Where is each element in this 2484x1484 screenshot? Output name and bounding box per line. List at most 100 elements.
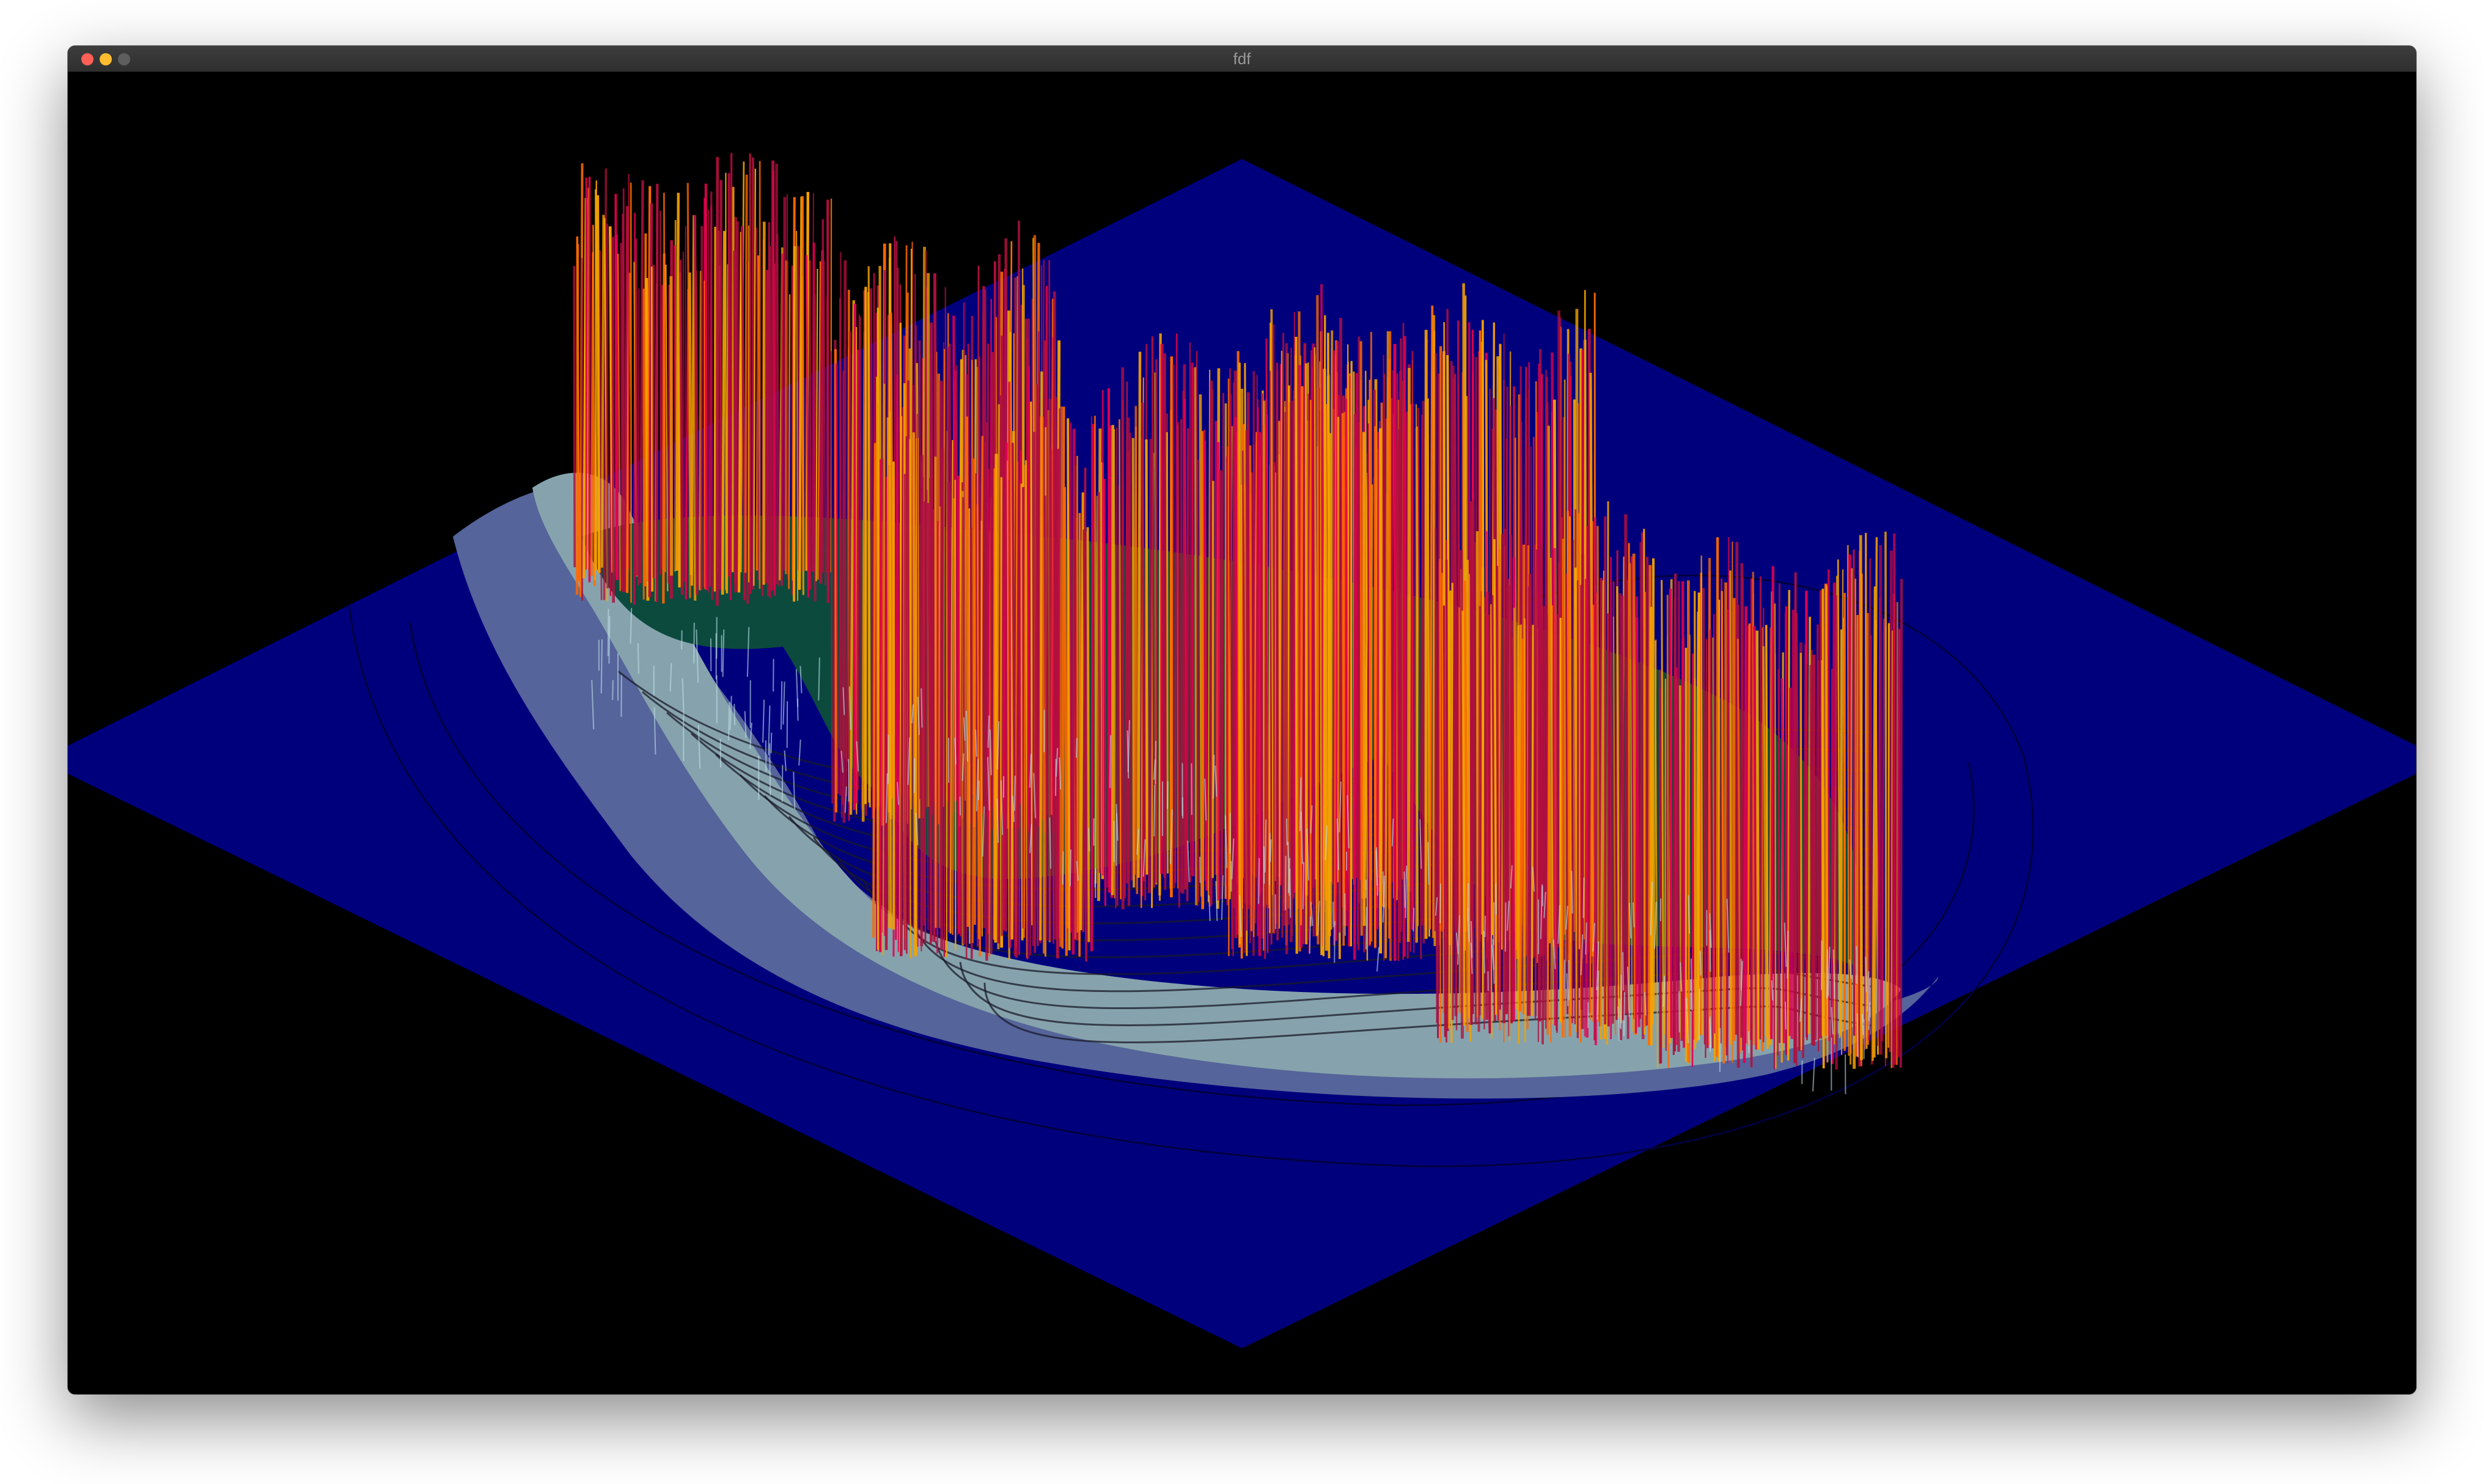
elevation-line bbox=[713, 227, 718, 592]
elevation-line bbox=[916, 414, 919, 947]
elevation-line bbox=[776, 234, 781, 587]
elevation-line bbox=[848, 331, 851, 821]
elevation-line bbox=[1334, 340, 1337, 926]
wire-fringe bbox=[1413, 908, 1415, 931]
wire-fringe bbox=[1029, 824, 1032, 853]
elevation-line bbox=[620, 243, 623, 589]
elevation-line bbox=[859, 316, 863, 810]
elevation-line bbox=[1001, 438, 1005, 936]
elevation-line bbox=[1513, 608, 1517, 1010]
wire-fringe bbox=[1215, 881, 1218, 921]
elevation-line bbox=[1417, 408, 1422, 960]
elevation-line bbox=[1314, 347, 1318, 936]
elevation-line bbox=[788, 294, 791, 589]
wire-fringe bbox=[1626, 966, 1630, 1017]
wire-fringe bbox=[1678, 991, 1680, 1033]
elevation-line bbox=[1316, 295, 1320, 945]
elevation-line bbox=[886, 417, 891, 928]
elevation-line bbox=[1654, 641, 1659, 1068]
elevation-line bbox=[1777, 669, 1781, 1043]
elevation-line bbox=[1375, 432, 1380, 930]
elevation-line bbox=[805, 255, 810, 598]
elevation-line bbox=[1086, 527, 1090, 942]
elevation-line bbox=[1530, 625, 1535, 1016]
elevation-line bbox=[1044, 495, 1048, 941]
minimize-dot-icon[interactable] bbox=[100, 53, 112, 65]
elevation-line bbox=[1587, 596, 1592, 1013]
elevation-line bbox=[1124, 381, 1128, 898]
wire-fringe bbox=[591, 680, 595, 730]
wire-fringe bbox=[1405, 865, 1408, 919]
elevation-line bbox=[882, 383, 886, 955]
elevation-line bbox=[1113, 429, 1116, 898]
elevation-line bbox=[1850, 568, 1853, 1065]
elevation-line bbox=[1780, 678, 1785, 1043]
elevation-line bbox=[922, 477, 925, 926]
zoom-dot-icon[interactable] bbox=[118, 53, 130, 65]
wire-fringe bbox=[1187, 840, 1190, 883]
elevation-line bbox=[1421, 414, 1424, 926]
elevation-line bbox=[1893, 533, 1897, 1065]
wire-fringe bbox=[1617, 1006, 1620, 1041]
wire-fringe bbox=[1504, 902, 1507, 952]
wire-fringe bbox=[1623, 992, 1625, 1037]
elevation-line bbox=[1276, 369, 1279, 941]
elevation-line bbox=[1207, 369, 1211, 902]
wire-fringe bbox=[1861, 1014, 1864, 1035]
elevation-line bbox=[1584, 579, 1589, 1038]
wire-fringe bbox=[1832, 949, 1835, 999]
elevation-line bbox=[1840, 569, 1844, 1055]
elevation-line bbox=[1868, 558, 1872, 1040]
elevation-line bbox=[710, 191, 713, 600]
wire-fringe bbox=[1334, 921, 1336, 963]
elevation-line bbox=[1428, 305, 1434, 930]
elevation-line bbox=[1669, 589, 1673, 1038]
wire-fringe bbox=[961, 753, 965, 781]
elevation-line bbox=[1129, 432, 1133, 881]
elevation-line bbox=[1477, 606, 1482, 1032]
wire-fringe bbox=[1628, 903, 1632, 939]
wire-fringe bbox=[1680, 962, 1683, 992]
elevation-line bbox=[1566, 510, 1571, 1037]
wire-fringe bbox=[630, 608, 633, 644]
elevation-line bbox=[1249, 445, 1253, 931]
wire-fringe bbox=[1698, 988, 1700, 1040]
wire-fringe bbox=[799, 666, 803, 694]
render-canvas[interactable] bbox=[68, 72, 2416, 1394]
elevation-line bbox=[1453, 573, 1458, 1016]
elevation-line bbox=[1753, 626, 1758, 1050]
elevation-line bbox=[1556, 563, 1560, 1033]
elevation-line bbox=[1743, 606, 1747, 1063]
elevation-line bbox=[1518, 639, 1524, 1012]
wire-fringe bbox=[1541, 886, 1543, 906]
wire-fringe bbox=[1565, 905, 1568, 930]
wire-fringe bbox=[722, 629, 725, 677]
wire-fringe bbox=[798, 740, 801, 766]
wire-fringe bbox=[1153, 759, 1156, 780]
title-bar[interactable]: fdf bbox=[68, 46, 2416, 72]
elevation-line bbox=[1290, 400, 1295, 942]
elevation-line bbox=[926, 490, 929, 931]
wire-fringe bbox=[1115, 813, 1117, 866]
elevation-line bbox=[943, 530, 947, 957]
wire-fringe bbox=[682, 678, 685, 717]
elevation-line bbox=[1493, 539, 1497, 1015]
wire-fringe bbox=[1306, 828, 1309, 881]
elevation-line bbox=[1744, 625, 1749, 1044]
elevation-line bbox=[1442, 605, 1446, 1037]
elevation-line bbox=[753, 168, 757, 586]
elevation-line bbox=[1705, 639, 1708, 1058]
elevation-line bbox=[1221, 392, 1224, 875]
elevation-line bbox=[1721, 590, 1725, 1064]
wire-fringe bbox=[1812, 1057, 1815, 1092]
elevation-line bbox=[669, 276, 674, 576]
close-dot-icon[interactable] bbox=[81, 53, 94, 65]
elevation-line bbox=[1015, 479, 1021, 958]
elevation-line bbox=[1326, 376, 1331, 936]
elevation-line bbox=[1011, 443, 1016, 957]
elevation-line bbox=[796, 230, 799, 601]
wire-fringe bbox=[1000, 780, 1004, 835]
wire-fringe bbox=[915, 813, 919, 845]
elevation-line bbox=[1094, 496, 1099, 884]
app-window: fdf bbox=[68, 46, 2416, 1394]
